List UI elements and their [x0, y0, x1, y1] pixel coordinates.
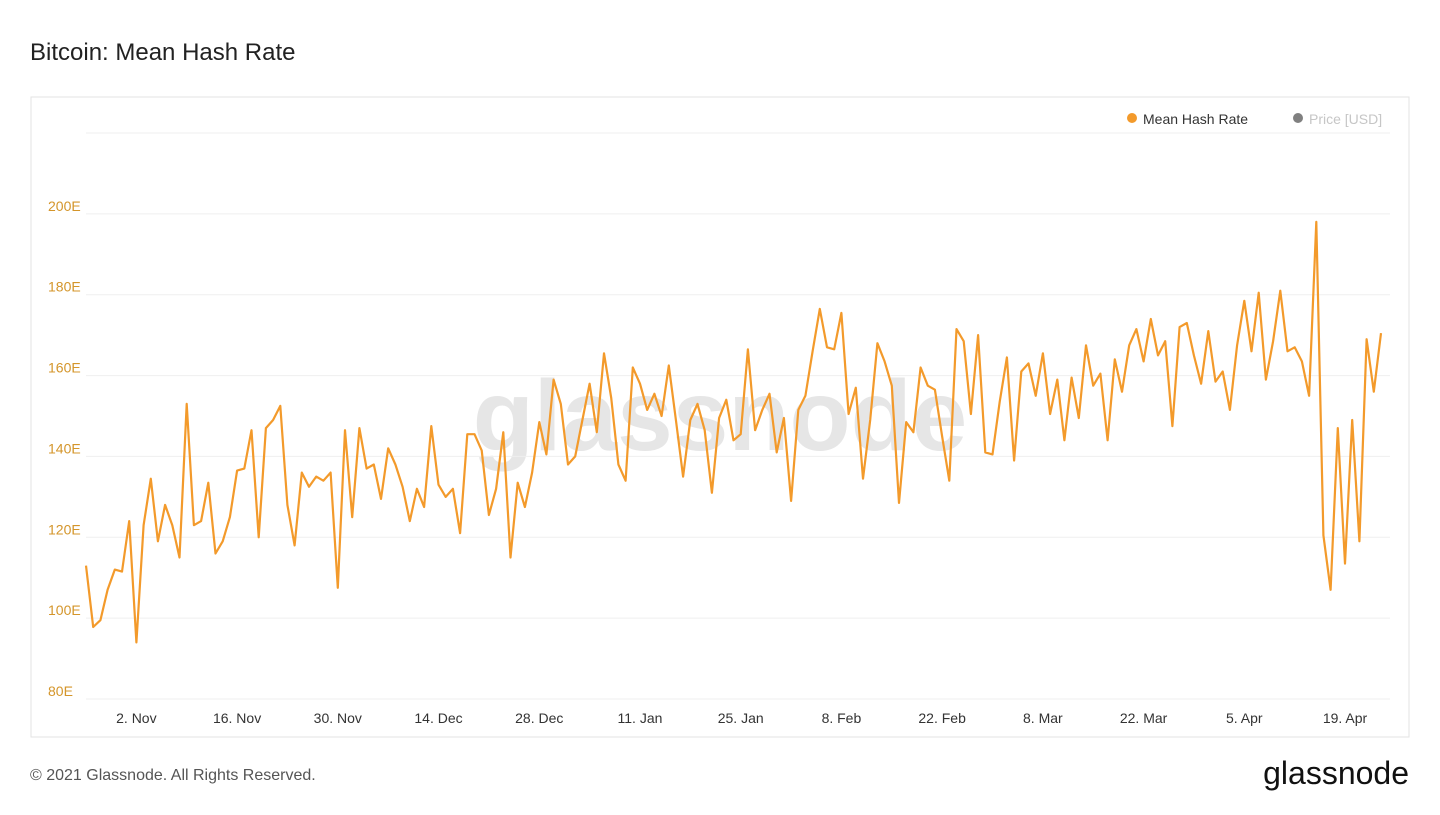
- x-tick-label: 8. Feb: [822, 710, 862, 726]
- x-tick-label: 11. Jan: [618, 710, 663, 726]
- legend-marker: [1293, 113, 1303, 123]
- footer: © 2021 Glassnode. All Rights Reserved.: [30, 767, 316, 784]
- x-tick-label: 8. Mar: [1023, 710, 1063, 726]
- x-tick-label: 22. Mar: [1120, 710, 1168, 726]
- y-tick-label: 160E: [48, 360, 81, 376]
- y-tick-label: 200E: [48, 198, 81, 214]
- x-tick-label: 16. Nov: [213, 710, 261, 726]
- y-tick-label: 180E: [48, 279, 81, 295]
- y-tick-label: 120E: [48, 521, 81, 537]
- brand-logo: glassnode: [1263, 755, 1409, 791]
- x-tick-label: 30. Nov: [314, 710, 362, 726]
- data-line: [84, 220, 1383, 644]
- y-tick-label: 80E: [48, 683, 73, 699]
- x-tick-label: 2. Nov: [116, 710, 156, 726]
- x-tick-label: 19. Apr: [1323, 710, 1368, 726]
- y-tick-label: 100E: [48, 602, 81, 618]
- x-tick-label: 28. Dec: [515, 710, 563, 726]
- x-tick-label: 22. Feb: [918, 710, 966, 726]
- y-tick-label: 140E: [48, 440, 81, 456]
- chart-title: Bitcoin: Mean Hash Rate: [30, 39, 295, 66]
- legend-label: Mean Hash Rate: [1143, 111, 1248, 127]
- x-tick-label: 14. Dec: [414, 710, 462, 726]
- x-tick-label: 25. Jan: [718, 710, 764, 726]
- legend-marker: [1127, 113, 1137, 123]
- legend-label: Price [USD]: [1309, 111, 1382, 127]
- x-tick-label: 5. Apr: [1226, 710, 1263, 726]
